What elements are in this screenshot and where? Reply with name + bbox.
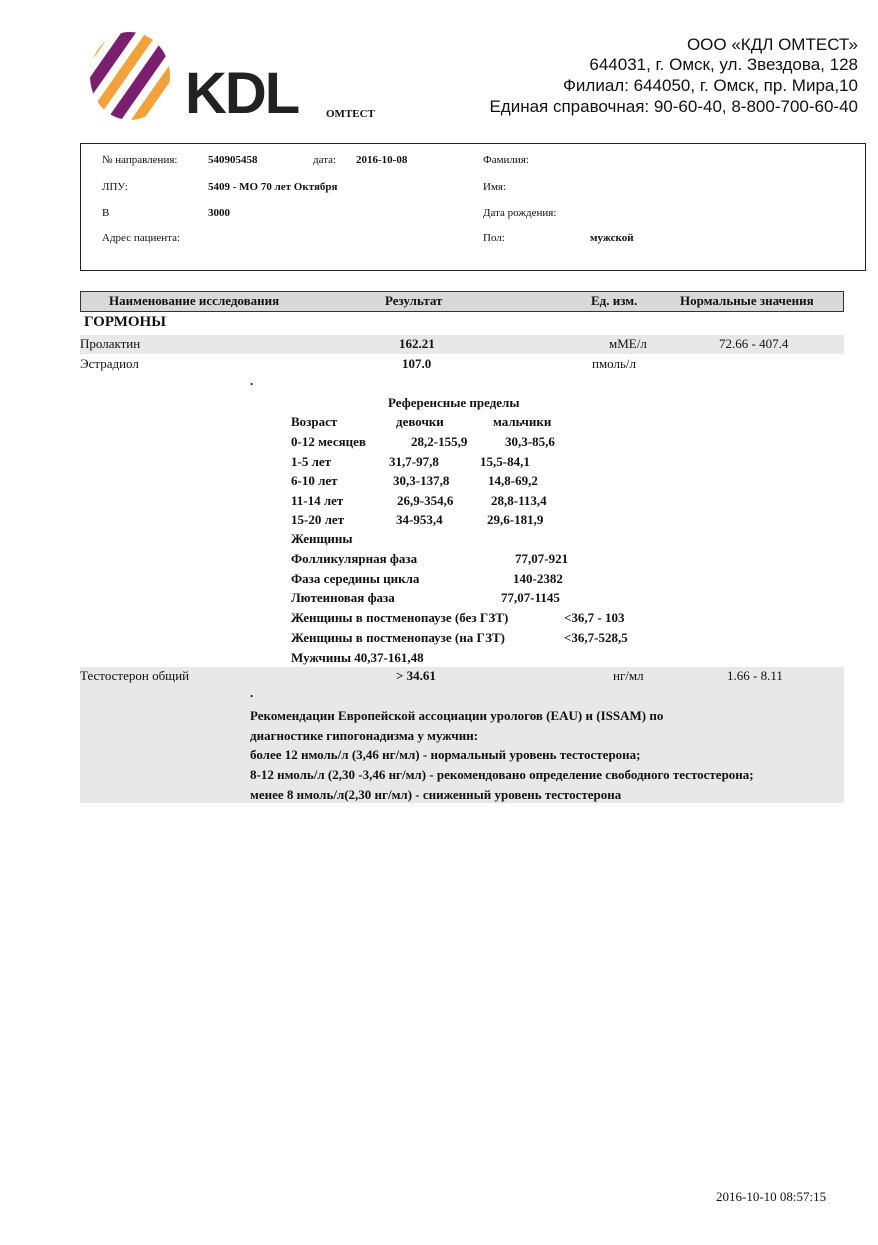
address-label: Адрес пациента: — [102, 232, 181, 244]
ref-men: Мужчины 40,37-161,48 — [291, 650, 424, 665]
test-unit: нг/мл — [613, 668, 644, 683]
table-row: Эстрадиол 107.0 пмоль/л — [80, 355, 844, 374]
test-result: > 34.61 — [396, 668, 436, 683]
ref-boys-range: 15,5-84,1 — [480, 453, 530, 469]
ref-head-age: Возраст — [291, 414, 338, 429]
test-unit: мМЕ/л — [609, 336, 647, 351]
ref-girls-range: 34-953,4 — [396, 512, 443, 527]
referral-label: № направления: — [102, 154, 178, 166]
ref-phase: Фаза середины цикла — [291, 570, 420, 586]
recommendation-line: 8-12 нмоль/л (2,30 -3,46 нг/мл) - рекоме… — [250, 767, 754, 783]
section-title: ГОРМОНЫ — [84, 314, 166, 330]
ref-girls-range: 30,3-137,8 — [393, 473, 450, 488]
ref-phase: Лютеиновая фаза — [291, 590, 395, 606]
test-unit: пмоль/л — [592, 356, 637, 371]
ref-phase: Фолликулярная фаза — [291, 551, 418, 566]
org-name: ООО «КДЛ ОМТЕСТ» — [686, 35, 858, 54]
ref-phase: Женщины в постменопаузе (без ГЗТ) — [291, 610, 509, 626]
test-result: 162.21 — [399, 336, 435, 351]
ref-phase-range: 77,07-921 — [515, 551, 569, 566]
ref-phase-range: <36,7-528,5 — [564, 629, 628, 645]
test-name: Тестостерон общий — [80, 668, 190, 683]
ref-age: 15-20 лет — [291, 512, 345, 527]
col-unit: Ед. изм. — [591, 293, 638, 308]
ref-boys-range: 29,6-181,9 — [487, 512, 544, 527]
col-normal: Нормальные значения — [680, 293, 814, 308]
org-branch: Филиал: 644050, г. Омск, пр. Мира,10 — [562, 76, 858, 95]
results-table-header: Наименование исследования Результат Ед. … — [80, 291, 844, 312]
kdl-logo: KDL ОМТЕСТ — [90, 32, 380, 132]
print-timestamp: 2016-10-10 08:57:15 — [716, 1189, 827, 1204]
lpu-label: ЛПУ: — [102, 181, 128, 193]
surname-label: Фамилия: — [483, 154, 529, 166]
ref-women: Женщины — [291, 531, 353, 546]
note-dot: . — [250, 685, 254, 700]
ref-phase-range: 140-2382 — [513, 570, 563, 586]
recommendation-line: более 12 нмоль/л (3,46 нг/мл) - нормальн… — [250, 747, 641, 763]
table-row: Пролактин 162.21 мМЕ/л 72.66 - 407.4 — [80, 335, 844, 354]
ref-head-girls: девочки — [396, 414, 444, 429]
b-value: 3000 — [208, 207, 230, 219]
b-label: В — [102, 207, 110, 219]
test-result: 107.0 — [402, 356, 432, 371]
test-normal: 72.66 - 407.4 — [719, 336, 789, 351]
ref-age: 1-5 лет — [291, 453, 332, 469]
note-dot: . — [250, 373, 254, 388]
recommendation-line: диагностике гипогонадизма у мужчин: — [250, 727, 479, 743]
name-label: Имя: — [483, 181, 507, 193]
recommendation-line: менее 8 нмоль/л(2,30 нг/мл) - сниженный … — [250, 786, 622, 802]
ref-boys-range: 14,8-69,2 — [488, 473, 538, 488]
ref-girls-range: 31,7-97,8 — [389, 453, 439, 469]
ref-age: 0-12 месяцев — [291, 434, 366, 449]
ref-phase-range: 77,07-1145 — [501, 590, 560, 606]
logo-globe-icon — [90, 32, 170, 120]
col-name: Наименование исследования — [109, 293, 280, 308]
table-row: Тестостерон общий > 34.61 нг/мл 1.66 - 8… — [80, 667, 844, 803]
reference-title: Референсные пределы — [388, 395, 520, 410]
patient-info-box — [80, 143, 866, 271]
lpu-value: 5409 - МО 70 лет Октября — [208, 181, 338, 193]
ref-phase-range: <36,7 - 103 — [564, 610, 625, 626]
date-label: дата: — [313, 154, 337, 166]
test-normal: 1.66 - 8.11 — [727, 668, 783, 683]
ref-age: 6-10 лет — [291, 473, 338, 488]
test-name: Пролактин — [80, 336, 141, 351]
sex-label: Пол: — [483, 232, 505, 244]
sex-value: мужской — [590, 232, 634, 244]
referral-value: 540905458 — [208, 154, 258, 166]
test-name: Эстрадиол — [80, 356, 139, 371]
ref-girls-range: 26,9-354,6 — [397, 492, 454, 508]
ref-head-boys: мальчики — [493, 414, 552, 429]
logo-text: KDL — [185, 61, 300, 126]
org-phone: Единая справочная: 90-60-40, 8-800-700-6… — [489, 97, 858, 116]
logo-subtext: ОМТЕСТ — [326, 108, 375, 120]
col-result: Результат — [385, 293, 443, 308]
ref-age: 11-14 лет — [291, 492, 344, 508]
ref-phase: Женщины в постменопаузе (на ГЗТ) — [291, 629, 505, 645]
org-address: 644031, г. Омск, ул. Звездова, 128 — [589, 55, 858, 74]
ref-boys-range: 30,3-85,6 — [505, 434, 555, 449]
ref-girls-range: 28,2-155,9 — [411, 434, 468, 449]
ref-boys-range: 28,8-113,4 — [491, 492, 547, 508]
dob-label: Дата рождения: — [483, 207, 557, 219]
recommendation-line: Рекомендации Европейской ассоциации урол… — [250, 708, 664, 723]
date-value: 2016-10-08 — [356, 154, 408, 166]
